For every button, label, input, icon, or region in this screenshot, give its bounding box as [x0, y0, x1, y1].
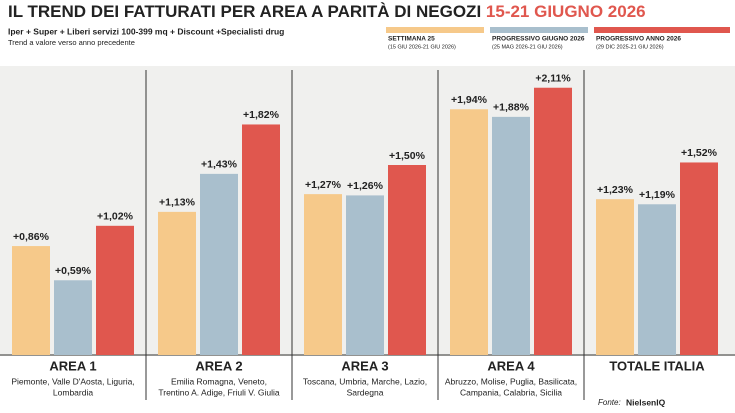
value-label: +1,27%: [305, 179, 342, 191]
category-detail: Toscana, Umbria, Marche, Lazio,: [303, 376, 427, 386]
value-label: +1,94%: [451, 94, 488, 106]
bar: [450, 109, 488, 356]
legend-swatch: [386, 27, 484, 33]
bar: [200, 173, 238, 355]
legend-swatch: [490, 27, 588, 33]
source-label: Fonte:: [598, 398, 621, 407]
value-label: +1,88%: [493, 102, 530, 114]
legend-period: (25 MAG 2026-21 GIU 2026): [492, 44, 563, 50]
value-label: +0,86%: [13, 231, 50, 243]
category-detail: Trentino A. Adige, Friuli V. Giulia: [158, 387, 280, 397]
bar: [346, 195, 384, 355]
value-label: +1,52%: [681, 147, 718, 159]
category-label: TOTALE ITALIA: [609, 358, 705, 373]
value-label: +1,82%: [243, 109, 280, 121]
legend-period: (29 DIC 2025-21 GIU 2026): [596, 44, 664, 50]
category-label: AREA 4: [487, 358, 535, 373]
category-detail: Piemonte, Valle D'Aosta, Liguria,: [11, 376, 134, 386]
category-detail: Sardegna: [347, 387, 384, 397]
value-label: +1,50%: [389, 150, 426, 162]
category-label: AREA 2: [195, 358, 242, 373]
bar: [638, 204, 676, 355]
legend-label: SETTIMANA 25: [388, 36, 435, 43]
category-label: AREA 3: [341, 358, 388, 373]
bar: [680, 162, 718, 355]
bar: [158, 211, 196, 355]
value-label: +1,26%: [347, 180, 384, 192]
bar: [596, 199, 634, 355]
title-date: 15-21 GIUGNO 2026: [486, 2, 646, 21]
value-label: +1,23%: [597, 184, 634, 196]
value-label: +1,13%: [159, 197, 196, 209]
bar: [534, 87, 572, 355]
legend-label: PROGRESSIVO ANNO 2026: [596, 36, 681, 43]
category-label: AREA 1: [49, 358, 96, 373]
note: Trend a valore verso anno precedente: [8, 38, 135, 47]
chart-title: IL TREND DEI FATTURATI PER AREA A PARITÀ…: [8, 2, 646, 21]
bar: [492, 116, 530, 355]
category-detail: Abruzzo, Molise, Puglia, Basilicata,: [445, 376, 577, 386]
bar: [388, 165, 426, 355]
source: NielsenIQ: [626, 397, 666, 407]
bar: [12, 246, 50, 355]
value-label: +0,59%: [55, 265, 92, 277]
value-label: +1,02%: [97, 211, 134, 223]
subtitle: Iper + Super + Liberi servizi 100-399 mq…: [8, 26, 284, 36]
category-detail: Lombardia: [53, 387, 93, 397]
category-detail: Emilia Romagna, Veneto,: [171, 376, 267, 386]
value-label: +1,19%: [639, 189, 676, 201]
value-label: +2,11%: [535, 73, 571, 85]
legend-period: (15 GIU 2026-21 GIU 2026): [388, 44, 456, 50]
bar: [96, 225, 134, 355]
bar: [304, 194, 342, 355]
bar: [242, 124, 280, 355]
category-detail: Campania, Calabria, Sicilia: [460, 387, 562, 397]
title-main: IL TREND DEI FATTURATI PER AREA A PARITÀ…: [8, 2, 481, 21]
legend-swatch: [594, 27, 730, 33]
legend-label: PROGRESSIVO GIUGNO 2026: [492, 36, 585, 43]
bar: [54, 280, 92, 355]
value-label: +1,43%: [201, 159, 238, 171]
